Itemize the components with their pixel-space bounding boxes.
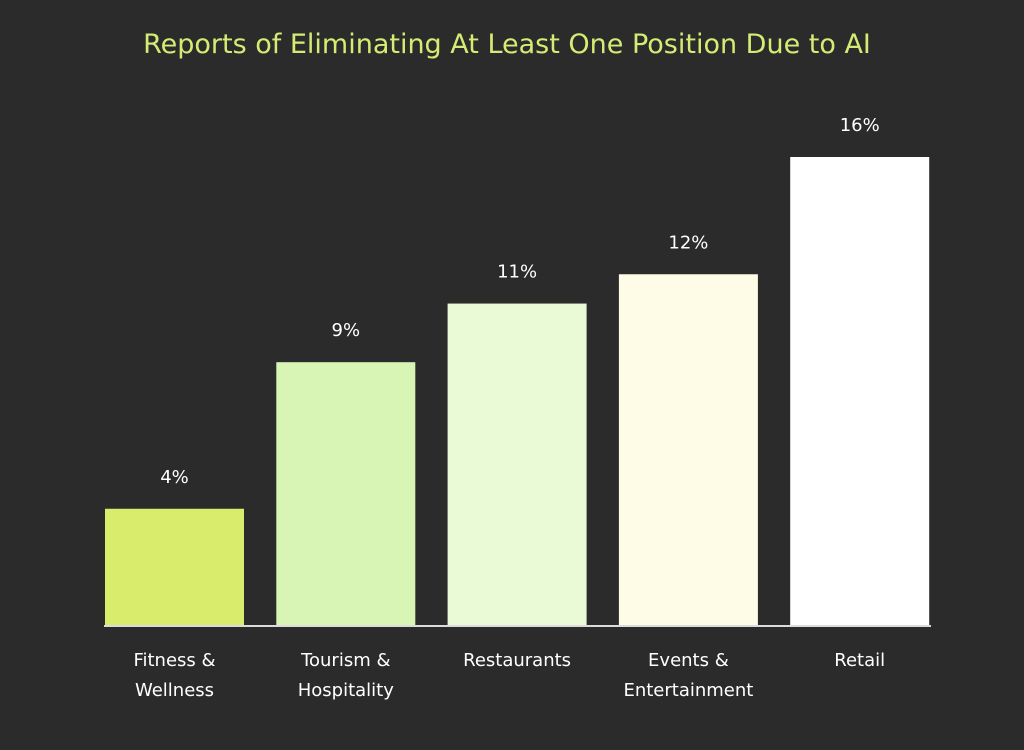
bar-value-label: 12% <box>668 232 708 253</box>
x-tick-label: Retail <box>834 650 885 671</box>
bar <box>276 362 416 626</box>
x-tick-label: Fitness & <box>133 650 215 671</box>
bar <box>447 303 587 626</box>
bar-value-label: 11% <box>497 262 537 283</box>
x-tick-label: Entertainment <box>623 680 753 701</box>
x-tick-label: Hospitality <box>298 680 395 701</box>
x-tick-label: Restaurants <box>463 650 571 671</box>
bar-value-label: 16% <box>840 115 880 136</box>
bar <box>790 157 930 626</box>
bar-value-label: 4% <box>160 467 189 488</box>
x-tick-label: Wellness <box>135 680 214 701</box>
bar <box>618 274 758 626</box>
x-tick-label: Events & <box>648 650 729 671</box>
x-tick-label: Tourism & <box>300 650 390 671</box>
bar-value-label: 9% <box>332 320 361 341</box>
bar <box>105 508 244 626</box>
chart-title: Reports of Eliminating At Least One Posi… <box>143 29 871 60</box>
